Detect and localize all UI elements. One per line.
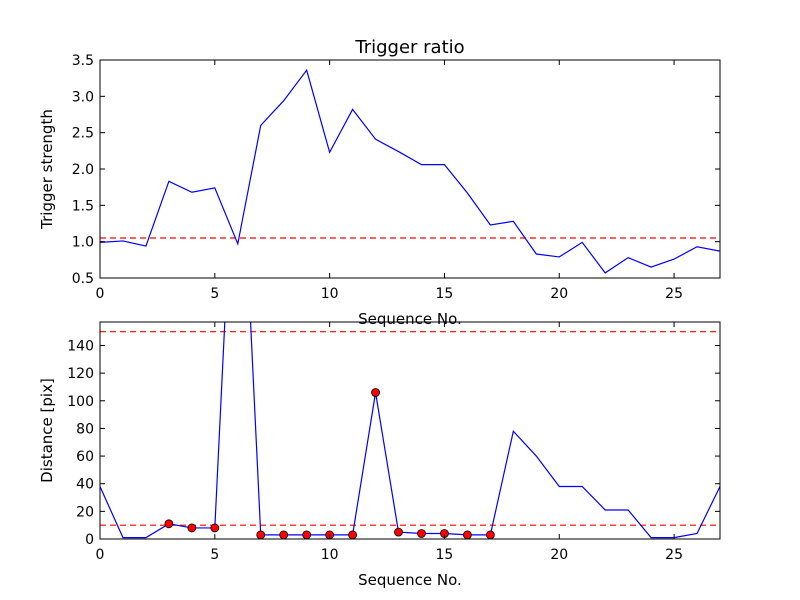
series-line (100, 68, 720, 274)
x-tick-label: 10 (321, 286, 339, 302)
x-tick-label: 0 (96, 286, 105, 302)
x-tick-label: 25 (665, 286, 683, 302)
chart-panel-top: Trigger ratio Sequence No. Trigger strengt… (38, 37, 721, 328)
data-point-marker (164, 519, 174, 529)
y-tick-label: 3.0 (72, 89, 94, 105)
y-tick-label: 20 (76, 504, 94, 520)
data-point-marker (187, 523, 197, 533)
x-tick-label: 0 (96, 547, 105, 563)
y-tick-label: 80 (76, 421, 94, 437)
y-tick-label: 1.0 (72, 235, 94, 251)
x-axis-label: Sequence No. (358, 310, 462, 328)
y-tick-label: 1.5 (72, 198, 94, 214)
y-axis-label: Trigger strength (38, 109, 56, 230)
y-tick-label: 40 (76, 477, 94, 493)
x-tick-label: 15 (436, 547, 454, 563)
x-axis-label: Sequence No. (358, 571, 462, 589)
data-point-marker (302, 530, 312, 540)
data-point-marker (348, 530, 357, 540)
y-tick-label: 0.5 (72, 271, 94, 287)
series-line (100, 322, 720, 539)
chart-panel-bottom: Sequence No. Distance [pix] 0 5 10 15 20 25 0 20 4… (38, 321, 721, 589)
x-tick-label: 20 (550, 547, 568, 563)
y-tick-label: 0 (85, 532, 94, 548)
x-tick-label: 15 (436, 286, 454, 302)
data-point-marker (371, 388, 380, 397)
data-point-marker (256, 530, 266, 540)
x-tick-label: 5 (210, 286, 219, 302)
x-tick-label: 20 (550, 286, 568, 302)
data-point-marker (394, 527, 403, 537)
data-point-marker (485, 530, 495, 540)
y-tick-label: 140 (67, 338, 94, 354)
x-tick-label: 25 (665, 547, 683, 563)
data-point-marker (463, 530, 472, 540)
y-tick-label: 2.5 (72, 126, 94, 142)
chart-panels: Trigger ratio Sequence No. Trigger strengt… (38, 37, 721, 589)
y-tick-label: 60 (76, 449, 94, 465)
data-point-marker (279, 530, 289, 540)
x-tick-label: 5 (210, 547, 219, 563)
data-point-marker (210, 523, 220, 533)
data-point-marker (417, 529, 426, 538)
y-tick-label: 2.0 (72, 162, 94, 178)
y-axis-label: Distance [pix] (38, 378, 56, 483)
chart-title: Trigger ratio (354, 37, 464, 58)
x-tick-label: 10 (321, 547, 339, 563)
y-tick-label: 100 (67, 394, 94, 410)
y-tick-label: 120 (67, 366, 94, 382)
axes-frame (99, 321, 721, 540)
y-tick-label: 3.5 (72, 53, 94, 69)
